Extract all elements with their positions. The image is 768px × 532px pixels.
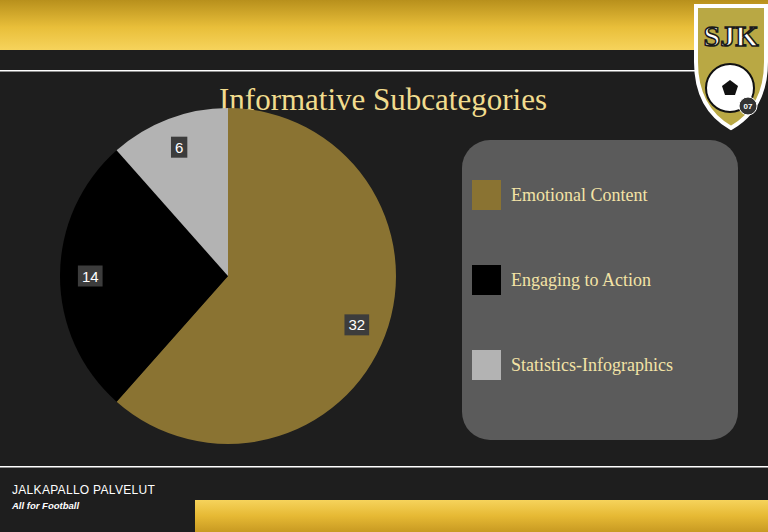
top-rule	[0, 70, 700, 72]
data-labels: 32 14 6	[78, 137, 369, 336]
bottom-band	[195, 500, 768, 532]
legend-panel	[462, 140, 738, 440]
data-label-box	[78, 266, 103, 287]
footer-slogan: All for Football	[11, 500, 79, 511]
pie-slice	[117, 108, 228, 276]
data-label: 6	[175, 139, 183, 156]
logo-text: SJK	[703, 19, 759, 52]
data-label: 32	[348, 316, 365, 333]
legend-swatch	[472, 265, 501, 295]
logo: SJK 07	[696, 6, 766, 128]
logo-shield	[696, 6, 766, 128]
data-label-box	[344, 314, 369, 335]
bottom-rule	[0, 466, 768, 468]
footer-company: JALKAPALLO PALVELUT	[12, 483, 155, 497]
legend: Emotional Content Engaging to Action Stati…	[462, 140, 738, 440]
logo-badge	[739, 97, 757, 115]
logo-ball-patch	[722, 80, 738, 95]
slide: JALKAPALLO PALVELUT All for Football Infor…	[0, 0, 768, 532]
logo-badge-text: 07	[744, 102, 753, 111]
legend-label: Statistics-Infographics	[511, 355, 673, 375]
top-band	[0, 0, 768, 50]
logo-ball	[706, 64, 754, 112]
legend-label: Emotional Content	[511, 185, 648, 205]
legend-swatch	[472, 350, 501, 380]
data-label: 14	[82, 268, 99, 285]
pie	[60, 108, 396, 444]
data-label-box	[171, 137, 187, 158]
chart-title: Informative Subcategories	[219, 82, 547, 117]
background	[0, 0, 768, 532]
legend-swatch	[472, 180, 501, 210]
legend-label: Engaging to Action	[511, 270, 651, 290]
